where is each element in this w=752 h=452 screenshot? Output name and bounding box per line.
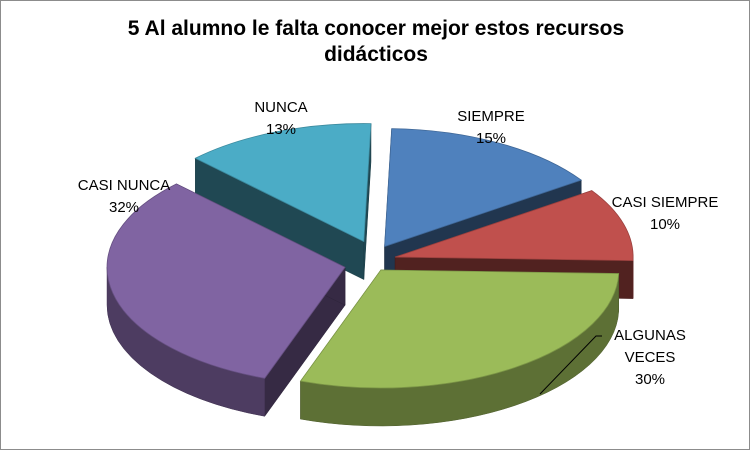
data-label-siempre: SIEMPRE 15%	[457, 108, 525, 147]
data-label-casi-nunca: CASI NUNCA 32%	[78, 177, 171, 216]
data-label-algunas-veces: ALGUNAS VECES 30%	[614, 327, 686, 388]
data-label-casi-siempre: CASI SIEMPRE 10%	[612, 194, 719, 233]
pie-slice-nunca	[194, 123, 372, 280]
slice-top-face	[394, 190, 634, 262]
pie-slice-algunas-veces	[299, 269, 620, 427]
pie-slice-casi-nunca	[106, 183, 346, 418]
chart-title-line-2: didácticos	[324, 43, 428, 66]
data-label-nunca: NUNCA 13%	[254, 99, 307, 138]
slice-top-face	[194, 123, 372, 243]
chart-title: 5 Al alumno le falta conocer mejor estos…	[0, 16, 752, 68]
slice-top-face	[299, 269, 620, 389]
slice-top-face	[106, 183, 346, 379]
chart-title-line-1: 5 Al alumno le falta conocer mejor estos…	[127, 17, 625, 40]
leader-line-algunas-veces	[539, 335, 602, 395]
slice-top-face	[384, 128, 583, 248]
